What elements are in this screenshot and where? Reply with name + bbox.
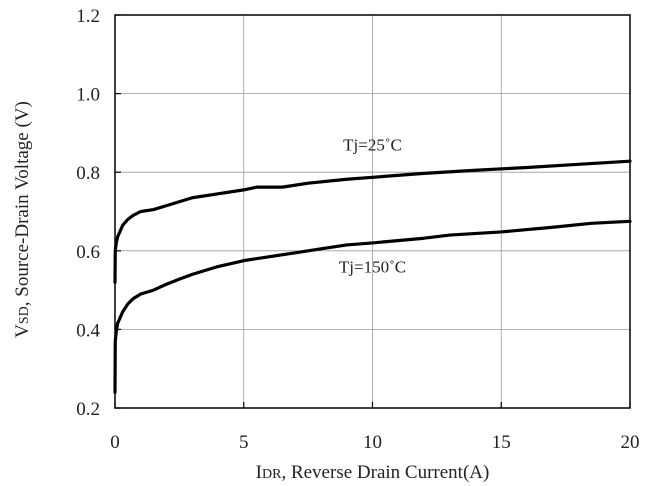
- x-tick-label: 5: [239, 432, 249, 453]
- x-tick-label: 0: [110, 432, 120, 453]
- y-tick-label: 0.8: [76, 163, 100, 184]
- y-tick-label: 1.0: [76, 85, 100, 106]
- y-axis-title-subscript: SD: [17, 306, 32, 324]
- y-axis-title-prefix: V: [12, 324, 33, 338]
- x-axis-title-subscript: DR: [262, 467, 282, 482]
- y-axis-title-rest: , Source-Drain Voltage (V): [12, 101, 33, 306]
- x-axis-title-prefix: I: [256, 462, 262, 483]
- series-line-2: [113, 219, 632, 394]
- y-tick-label: 0.6: [76, 242, 100, 263]
- y-tick-label: 1.2: [76, 6, 100, 27]
- x-axis-title-rest: , Reverse Drain Current(A): [281, 462, 489, 483]
- annotations: Tj=25˚C Tj=150˚C: [339, 136, 406, 277]
- series-annotation: Tj=150˚C: [339, 257, 406, 276]
- series-line-1: [113, 159, 632, 284]
- y-axis-title: VSD, Source-Drain Voltage (V): [12, 101, 33, 338]
- x-tick-label: 15: [492, 432, 511, 453]
- y-tick-label: 0.2: [76, 399, 100, 420]
- y-tick-label: 0.4: [76, 320, 100, 341]
- grid: [115, 15, 630, 408]
- plot-area: [113, 159, 632, 394]
- series-annotation: Tj=25˚C: [343, 136, 402, 155]
- x-tick-label: 20: [621, 432, 640, 453]
- x-axis-title: IDR, Reverse Drain Current(A): [256, 462, 490, 483]
- ticks: 0 5 10 15 20 0.2 0.4 0.6 0.8 1.0 1.2: [76, 6, 639, 453]
- x-tick-label: 10: [363, 432, 382, 453]
